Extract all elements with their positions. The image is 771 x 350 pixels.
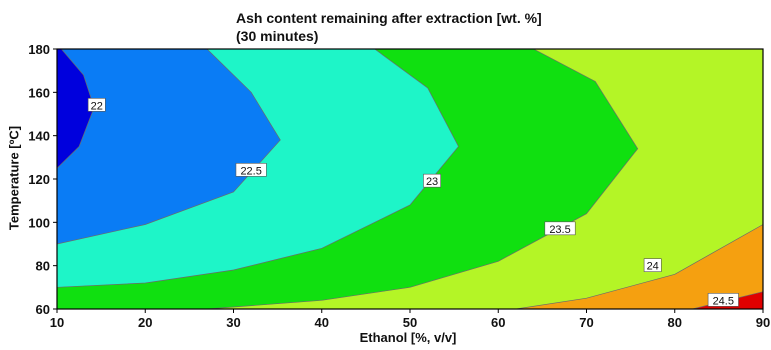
contour-line-23: [57, 49, 459, 288]
x-tick-label: 50: [403, 315, 417, 330]
y-tick-label: 120: [28, 172, 50, 187]
contour-label-24.5: 24.5: [707, 293, 739, 307]
contour-label-22: 22: [87, 98, 106, 112]
chart-title-line1: Ash content remaining after extraction […: [236, 10, 542, 26]
x-tick-label: 90: [756, 315, 770, 330]
y-tick-label: 140: [28, 129, 50, 144]
contour-line-24: [515, 224, 763, 309]
x-tick-label: 70: [579, 315, 593, 330]
contour-label-box: [707, 293, 739, 307]
contour-label-box: [423, 173, 441, 188]
contour-label-box: [87, 98, 106, 112]
contour-label-text: 23.5: [549, 224, 570, 236]
contour-label-text: 23: [426, 176, 438, 188]
y-tick-label: 60: [36, 302, 50, 317]
contour-line-23.5: [206, 49, 639, 309]
contour-label-box: [544, 221, 576, 236]
chart-title: Ash content remaining after extraction […: [236, 9, 542, 45]
contour-label-text: 22.5: [240, 165, 261, 177]
chart-title-line2: (30 minutes): [236, 28, 319, 44]
contour-label-text: 24.5: [713, 295, 734, 307]
x-axis-label: Ethanol [%, v/v]: [359, 330, 457, 345]
y-tick-label: 180: [28, 42, 50, 57]
contour-label-box: [235, 163, 267, 177]
contour-label-box: [643, 258, 662, 272]
y-tick-label: 80: [36, 259, 50, 274]
x-tick-label: 60: [491, 315, 505, 330]
x-tick-label: 40: [315, 315, 329, 330]
y-tick-label: 100: [28, 215, 50, 230]
contour-label-23: 23: [423, 173, 441, 188]
contour-label-24: 24: [643, 258, 662, 273]
x-tick-label: 20: [138, 315, 152, 330]
contour-region-below-22: [57, 49, 95, 169]
contour-label-text: 22: [91, 100, 103, 112]
contour-label-23.5: 23.5: [544, 221, 576, 236]
y-tick-label: 160: [28, 85, 50, 100]
x-tick-label: 30: [226, 315, 240, 330]
contour-label-text: 24: [647, 261, 659, 273]
x-tick-label: 10: [50, 315, 64, 330]
x-tick-label: 80: [668, 315, 682, 330]
contour-label-22.5: 22.5: [235, 163, 267, 177]
